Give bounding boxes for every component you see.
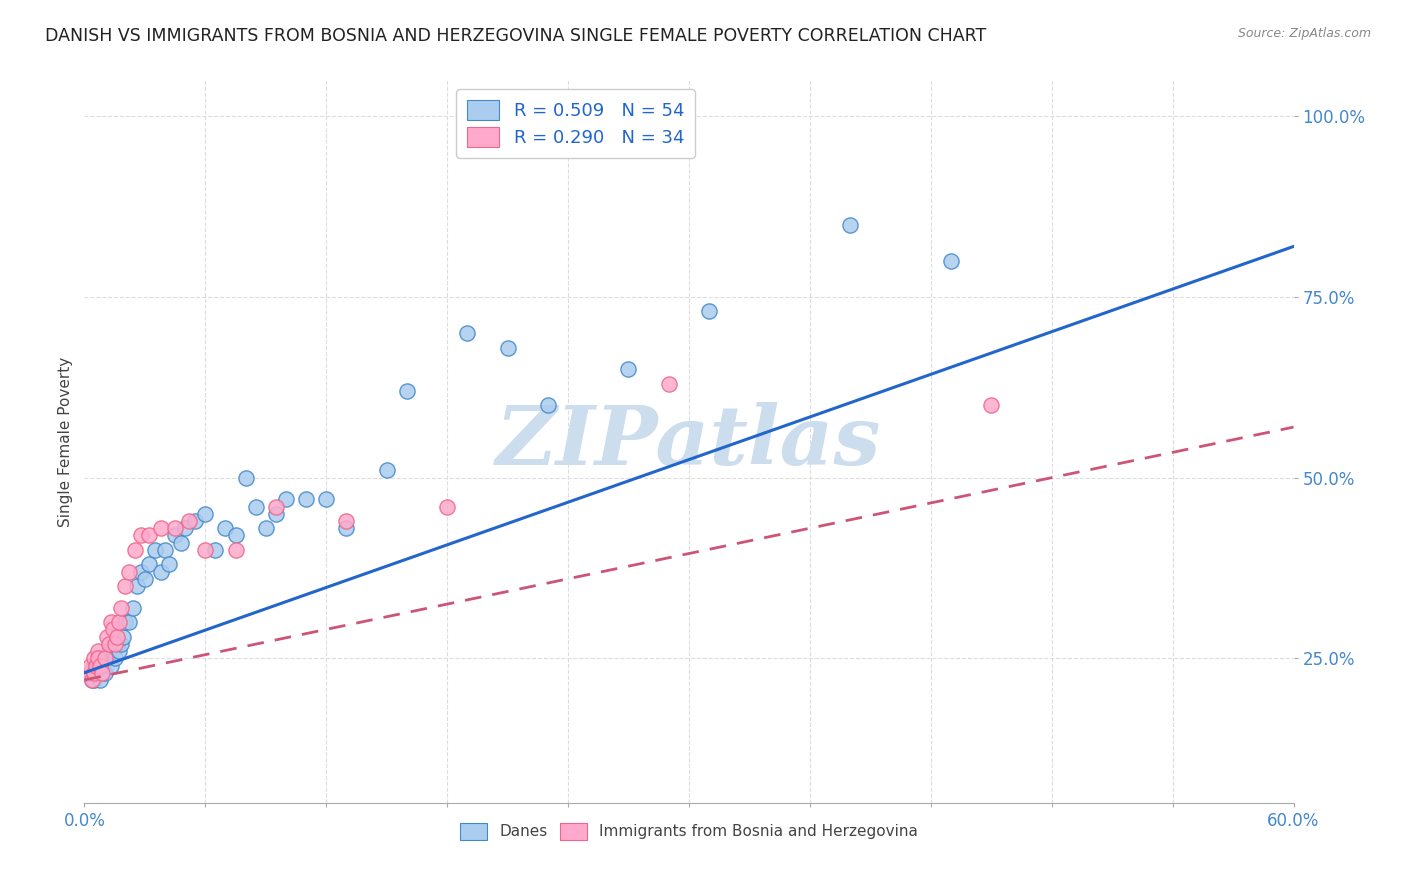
Point xyxy=(456,326,478,341)
Point xyxy=(77,665,100,680)
Point xyxy=(111,630,134,644)
Point xyxy=(118,615,141,630)
Point xyxy=(82,673,104,687)
Point xyxy=(86,658,108,673)
Point xyxy=(165,528,187,542)
Point xyxy=(264,507,287,521)
Point xyxy=(839,218,862,232)
Point xyxy=(264,500,287,514)
Point xyxy=(295,492,318,507)
Point xyxy=(96,651,118,665)
Point xyxy=(165,521,187,535)
Point xyxy=(254,521,277,535)
Point xyxy=(93,665,115,680)
Point xyxy=(143,542,166,557)
Point xyxy=(107,644,129,658)
Point xyxy=(124,542,146,557)
Point xyxy=(125,579,148,593)
Point xyxy=(97,644,120,658)
Point xyxy=(83,673,105,687)
Text: Source: ZipAtlas.com: Source: ZipAtlas.com xyxy=(1237,27,1371,40)
Point xyxy=(980,398,1002,412)
Legend: Danes, Immigrants from Bosnia and Herzegovina: Danes, Immigrants from Bosnia and Herzeg… xyxy=(453,817,925,846)
Point xyxy=(157,558,180,572)
Y-axis label: Single Female Poverty: Single Female Poverty xyxy=(58,357,73,526)
Point xyxy=(121,600,143,615)
Point xyxy=(104,637,127,651)
Point xyxy=(149,565,172,579)
Point xyxy=(436,500,458,514)
Point xyxy=(101,644,124,658)
Point xyxy=(118,565,141,579)
Point xyxy=(395,384,418,398)
Point xyxy=(87,644,110,658)
Point xyxy=(179,514,201,528)
Point xyxy=(170,535,193,549)
Point xyxy=(83,651,105,665)
Point xyxy=(87,651,110,665)
Point xyxy=(184,514,207,528)
Point xyxy=(105,630,128,644)
Point xyxy=(496,341,519,355)
Point xyxy=(86,665,108,680)
Point xyxy=(274,492,297,507)
Point xyxy=(129,528,152,542)
Point xyxy=(91,665,114,680)
Text: ZIPatlas: ZIPatlas xyxy=(496,401,882,482)
Point xyxy=(110,637,132,651)
Point xyxy=(658,376,681,391)
Point xyxy=(375,463,398,477)
Point xyxy=(149,521,172,535)
Point xyxy=(96,630,118,644)
Point xyxy=(617,362,640,376)
Point xyxy=(101,623,124,637)
Point xyxy=(315,492,337,507)
Point xyxy=(100,615,122,630)
Point xyxy=(97,637,120,651)
Point xyxy=(114,579,136,593)
Point xyxy=(107,615,129,630)
Point xyxy=(225,528,247,542)
Point xyxy=(79,665,101,680)
Point xyxy=(153,542,176,557)
Point xyxy=(89,673,111,687)
Point xyxy=(138,558,160,572)
Text: DANISH VS IMMIGRANTS FROM BOSNIA AND HERZEGOVINA SINGLE FEMALE POVERTY CORRELATI: DANISH VS IMMIGRANTS FROM BOSNIA AND HER… xyxy=(45,27,986,45)
Point xyxy=(214,521,236,535)
Point xyxy=(83,658,105,673)
Point xyxy=(110,600,132,615)
Point xyxy=(939,253,962,268)
Point xyxy=(174,521,197,535)
Point xyxy=(537,398,560,412)
Point xyxy=(235,471,257,485)
Point xyxy=(245,500,267,514)
Point xyxy=(83,665,105,680)
Point xyxy=(697,304,720,318)
Point xyxy=(104,651,127,665)
Point xyxy=(114,615,136,630)
Point xyxy=(204,542,226,557)
Point xyxy=(87,651,110,665)
Point xyxy=(335,514,357,528)
Point xyxy=(82,673,104,687)
Point xyxy=(105,637,128,651)
Point xyxy=(93,651,115,665)
Point xyxy=(225,542,247,557)
Point xyxy=(100,658,122,673)
Point xyxy=(194,542,217,557)
Point xyxy=(138,528,160,542)
Point xyxy=(91,658,114,673)
Point xyxy=(134,572,156,586)
Point xyxy=(79,658,101,673)
Point xyxy=(129,565,152,579)
Point xyxy=(335,521,357,535)
Point xyxy=(194,507,217,521)
Point xyxy=(89,658,111,673)
